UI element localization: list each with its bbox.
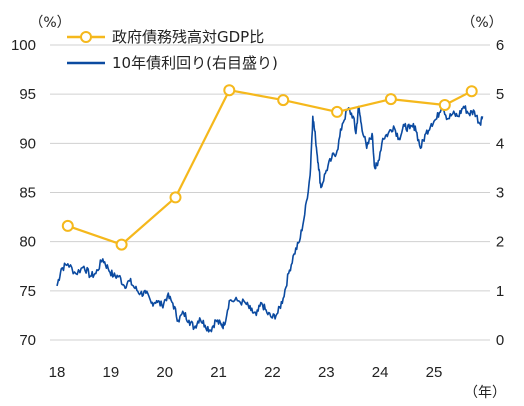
x-tick-label: 25 — [426, 364, 443, 381]
legend-marker-debt-ratio — [80, 31, 92, 43]
x-axis-ticks: 18 19 20 21 22 23 24 25 — [49, 364, 443, 381]
right-tick-label: 2 — [496, 234, 504, 251]
debt-ratio-point — [115, 238, 128, 251]
x-tick-label: 24 — [372, 364, 389, 381]
right-tick-label: 3 — [496, 185, 504, 202]
x-tick-label: 20 — [156, 364, 173, 381]
x-tick-label: 18 — [49, 364, 66, 381]
debt-ratio-point — [384, 93, 397, 106]
right-axis-ticks: 0 1 2 3 4 5 6 — [496, 37, 504, 349]
debt-ratio-point — [331, 105, 344, 118]
x-axis-unit: （年） — [464, 385, 506, 401]
x-tick-label: 23 — [318, 364, 335, 381]
series-line-bond-yield — [56, 103, 484, 333]
left-tick-label: 70 — [19, 332, 36, 349]
series-layer — [56, 84, 484, 333]
debt-ratio-point — [465, 85, 478, 98]
debt-ratio-point — [61, 219, 74, 232]
left-tick-label: 100 — [11, 37, 36, 54]
legend-label-bond-yield: 10年債利回り(右目盛り) — [112, 54, 278, 72]
right-tick-label: 5 — [496, 86, 504, 103]
right-tick-label: 6 — [496, 37, 504, 54]
left-axis-unit: （%） — [29, 15, 70, 31]
legend-label-debt-ratio: 政府債務残高対GDP比 — [112, 28, 264, 46]
right-axis-unit: （%） — [461, 15, 502, 31]
left-tick-label: 75 — [19, 283, 36, 300]
left-tick-label: 95 — [19, 86, 36, 103]
left-tick-label: 80 — [19, 234, 36, 251]
debt-ratio-point — [169, 191, 182, 204]
debt-ratio-point — [277, 94, 290, 107]
debt-ratio-point — [438, 99, 451, 111]
series-line-debt-ratio — [67, 89, 473, 246]
right-tick-label: 0 — [496, 332, 504, 349]
x-tick-label: 22 — [264, 364, 281, 381]
legend: 政府債務残高対GDP比 10年債利回り(右目盛り) — [67, 28, 278, 72]
x-tick-label: 19 — [103, 364, 120, 381]
left-tick-label: 85 — [19, 185, 36, 202]
left-axis-ticks: 70 75 80 85 90 95 100 — [11, 37, 36, 349]
left-tick-label: 90 — [19, 135, 36, 152]
gridlines — [50, 44, 490, 341]
debt-ratio-point — [223, 84, 236, 97]
right-tick-label: 4 — [496, 135, 504, 152]
right-tick-label: 1 — [496, 283, 504, 300]
x-tick-label: 21 — [210, 364, 227, 381]
